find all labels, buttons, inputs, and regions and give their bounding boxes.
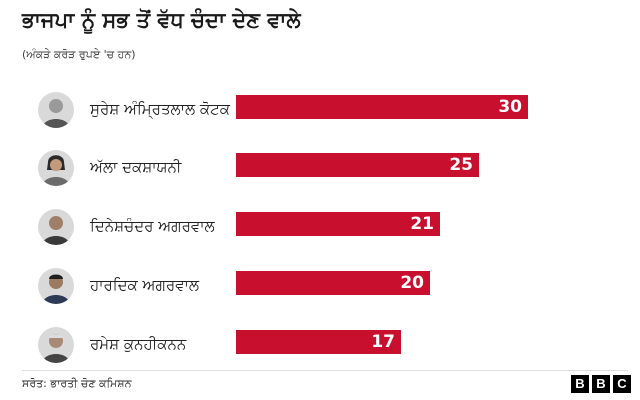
avatar xyxy=(38,150,74,186)
chart-subtitle: (ਅੰਕੜੇ ਕਰੋੜ ਰੁਪਏ 'ਚ ਹਨ) xyxy=(22,48,136,61)
bar-row: ਹਾਰਦਿਕ ਅਗਰਵਾਲ 20 xyxy=(0,266,640,312)
source-note: ਸਰੋਤ: ਭਾਰਤੀ ਚੋਣ ਕਮਿਸ਼ਨ xyxy=(22,377,132,390)
bar-row: ਅੱਲਾ ਦਕਸ਼ਾਯਨੀ 25 xyxy=(0,148,640,194)
logo-letter: C xyxy=(613,375,631,393)
avatar xyxy=(38,268,74,304)
chart-title: ਭਾਜਪਾ ਨੂੰ ਸਭ ਤੋਂ ਵੱਧ ਚੰਦਾ ਦੇਣ ਵਾਲੇ xyxy=(22,8,301,32)
footer-divider xyxy=(22,370,628,371)
logo-letter: B xyxy=(571,375,589,393)
bar: 21 xyxy=(236,212,440,236)
data-label: 20 xyxy=(400,273,424,293)
category-label: ਹਾਰਦਿਕ ਅਗਰਵਾਲ xyxy=(90,276,200,294)
bar: 17 xyxy=(236,330,401,354)
logo-letter: B xyxy=(592,375,610,393)
bar: 30 xyxy=(236,95,528,119)
avatar xyxy=(38,327,74,363)
category-label: ਅੱਲਾ ਦਕਸ਼ਾਯਨੀ xyxy=(90,158,182,176)
bar-row: ਸੁਰੇਸ਼ ਅੰਮ੍ਰਿਤਲਾਲ ਕੋਟਕ 30 xyxy=(0,90,640,136)
category-label: ਦਿਨੇਸ਼ਚੰਦਰ ਅਗਰਵਾਲ xyxy=(90,217,215,235)
category-label: ਰਮੇਸ਼ ਕੁਨਹੀਕਨਨ xyxy=(90,335,187,353)
data-label: 25 xyxy=(449,155,473,175)
data-label: 21 xyxy=(410,214,434,234)
bar: 20 xyxy=(236,271,430,295)
avatar xyxy=(38,92,74,128)
bar: 25 xyxy=(236,153,479,177)
category-label: ਸੁਰੇਸ਼ ਅੰਮ੍ਰਿਤਲਾਲ ਕੋਟਕ xyxy=(90,100,230,118)
bbc-logo: B B C xyxy=(571,375,631,393)
bar-row: ਦਿਨੇਸ਼ਚੰਦਰ ਅਗਰਵਾਲ 21 xyxy=(0,207,640,253)
bar-row: ਰਮੇਸ਼ ਕੁਨਹੀਕਨਨ 17 xyxy=(0,325,640,371)
data-label: 30 xyxy=(498,97,522,117)
data-label: 17 xyxy=(371,332,395,352)
avatar xyxy=(38,209,74,245)
